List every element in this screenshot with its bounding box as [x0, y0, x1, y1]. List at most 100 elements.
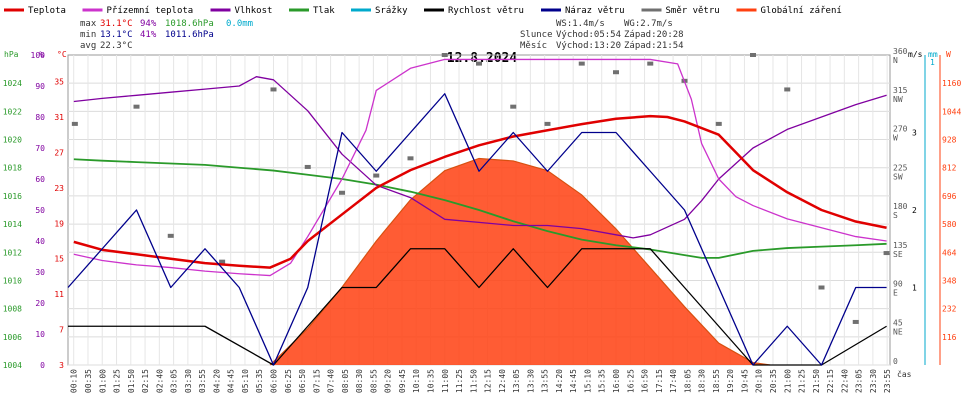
- min-press: 1011.6hPa: [165, 30, 214, 40]
- series-teplota: [73, 114, 887, 269]
- x-tick-29: 12:15: [484, 369, 493, 393]
- sun-info-block: WS:1.4m/s WG:2.7m/s Slunce Východ:05:54 …: [520, 19, 684, 51]
- temp-tick-5: 23: [54, 184, 64, 193]
- pressure-tick-10: 1024: [3, 79, 22, 88]
- legend-label-0: Teplota: [28, 6, 66, 16]
- rain-tick-0: 1: [930, 58, 935, 67]
- temp-tick-0: 3: [59, 361, 64, 370]
- x-tick-8: 03:30: [184, 369, 193, 393]
- x-tick-44: 18:30: [698, 369, 707, 393]
- axes: 1004100610081010101210141016101810201022…: [3, 47, 962, 393]
- x-tick-53: 22:15: [826, 369, 835, 393]
- pressure-tick-3: 1010: [3, 276, 22, 285]
- x-tick-21: 08:55: [369, 369, 378, 393]
- x-tick-14: 06:00: [270, 369, 279, 393]
- avg-temp: 22.3°C: [100, 41, 133, 51]
- x-tick-28: 11:50: [469, 369, 478, 393]
- unit-mm: mm: [928, 50, 938, 59]
- pressure-tick-7: 1018: [3, 164, 22, 173]
- x-tick-6: 02:40: [155, 369, 164, 393]
- stats-block: max 31.1°C 94% 1018.6hPa 0.0mm min 13.1°…: [80, 19, 253, 51]
- dir-compass-1: NE: [893, 327, 903, 336]
- x-tick-45: 18:55: [712, 369, 721, 393]
- wind-tick-2: 3: [912, 129, 917, 138]
- radiation-tick-2: 348: [942, 276, 957, 285]
- x-tick-20: 08:30: [355, 369, 364, 393]
- wind-dir-point-13: [578, 61, 585, 66]
- pressure-tick-2: 1008: [3, 305, 22, 314]
- dir-compass-2: E: [893, 289, 898, 298]
- series-rychlost-v-tru: [68, 248, 887, 366]
- x-tick-1: 00:35: [84, 369, 93, 393]
- unit-w: W: [946, 50, 951, 59]
- humidity-tick-8: 80: [35, 113, 45, 122]
- sun-label: Slunce: [520, 30, 553, 40]
- dir-tick-8: 360: [893, 47, 908, 56]
- wind-dir-point-21: [852, 319, 859, 324]
- x-tick-27: 11:25: [455, 369, 464, 393]
- humidity-tick-0: 0: [40, 361, 45, 370]
- temp-tick-6: 27: [54, 148, 64, 157]
- x-tick-23: 09:45: [398, 369, 407, 393]
- temp-tick-3: 15: [54, 255, 64, 264]
- humidity-tick-3: 30: [35, 268, 45, 277]
- min-label: min: [80, 30, 96, 40]
- wind-dir-point-18: [750, 53, 756, 57]
- series-p-zemn-teplota: [73, 58, 887, 277]
- x-tick-31: 13:05: [512, 369, 521, 393]
- wind-dir-point-20: [818, 285, 825, 290]
- x-tick-19: 08:05: [341, 369, 350, 393]
- radiation-tick-6: 812: [942, 164, 957, 173]
- x-tick-18: 07:40: [327, 369, 336, 393]
- wind-dir-point-1: [133, 104, 140, 109]
- series-n-raz-v-tru: [67, 93, 887, 366]
- radiation-tick-7: 928: [942, 136, 957, 145]
- wind-dir-point-22: [883, 251, 890, 256]
- dir-tick-1: 45: [893, 318, 903, 327]
- dir-tick-6: 270: [893, 125, 908, 134]
- wg-text: WG:2.7m/s: [624, 19, 673, 29]
- wind-dir-point-5: [304, 164, 311, 169]
- x-tick-26: 11:00: [441, 369, 450, 393]
- x-tick-38: 16:00: [612, 369, 621, 393]
- x-tick-35: 14:45: [569, 369, 578, 393]
- pressure-tick-9: 1022: [3, 107, 22, 116]
- x-tick-7: 03:05: [170, 369, 179, 393]
- x-tick-24: 10:10: [412, 369, 421, 393]
- legend-label-5: Rychlost větru: [448, 6, 524, 16]
- legend: Teplota Přízemní teplota Vlhkost Tlak Srážky…: [4, 6, 842, 16]
- x-tick-34: 14:20: [555, 369, 564, 393]
- wind-dir-point-12: [544, 121, 551, 126]
- x-tick-46: 19:20: [726, 369, 735, 393]
- temp-tick-7: 31: [54, 113, 64, 122]
- pressure-tick-0: 1004: [3, 361, 22, 370]
- plot-area: [67, 53, 890, 366]
- dir-compass-6: W: [893, 134, 898, 143]
- dir-compass-4: S: [893, 211, 898, 220]
- x-tick-9: 03:55: [198, 369, 207, 393]
- humidity-tick-1: 10: [35, 330, 45, 339]
- max-hum: 94%: [140, 19, 157, 29]
- x-tick-49: 20:35: [769, 369, 778, 393]
- temp-tick-8: 35: [54, 78, 64, 87]
- unit-pct: %: [39, 50, 44, 59]
- temp-tick-2: 11: [54, 290, 64, 299]
- humidity-tick-6: 60: [35, 175, 45, 184]
- dir-compass-5: SW: [893, 172, 903, 181]
- x-tick-30: 12:40: [498, 369, 507, 393]
- dir-tick-0: 0: [893, 357, 898, 366]
- ws-text: WS:1.4m/s: [556, 19, 605, 29]
- legend-label-1: Přízemní teplota: [107, 6, 194, 16]
- pressure-tick-1: 1006: [3, 333, 22, 342]
- wind-dir-point-7: [373, 173, 380, 178]
- dir-compass-7: NW: [893, 95, 903, 104]
- wind-dir-point-19: [784, 87, 791, 92]
- x-tick-42: 17:40: [669, 369, 678, 393]
- wind-tick-0: 1: [912, 284, 917, 293]
- temp-tick-1: 7: [59, 326, 64, 335]
- moonrise: Východ:13:20: [556, 41, 621, 51]
- x-tick-39: 16:25: [626, 369, 635, 393]
- x-tick-25: 10:35: [426, 369, 435, 393]
- x-tick-37: 15:35: [598, 369, 607, 393]
- x-tick-48: 20:10: [755, 369, 764, 393]
